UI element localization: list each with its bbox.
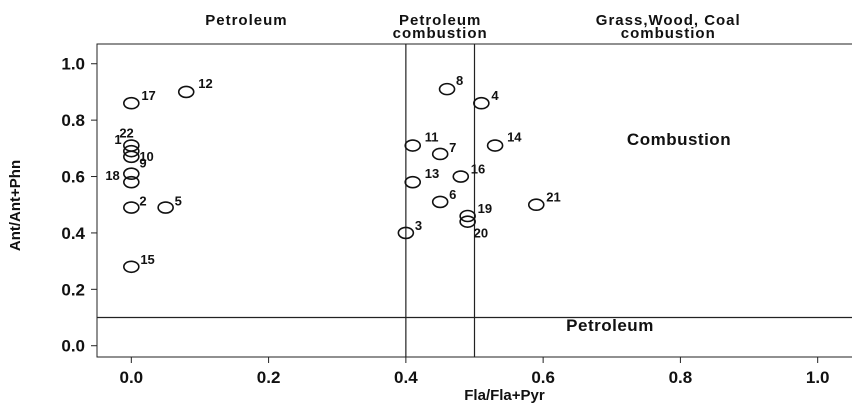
data-point <box>452 170 470 183</box>
data-point <box>157 201 174 214</box>
data-point <box>431 195 449 209</box>
plot-frame <box>96 43 852 358</box>
data-point <box>123 201 140 214</box>
data-point-label: 2 <box>139 194 146 209</box>
data-point-label: 20 <box>474 226 488 241</box>
region-label: combustion <box>393 25 488 42</box>
x-tick-label: 0.4 <box>394 368 418 387</box>
x-tick-label: 1.0 <box>806 368 830 387</box>
data-point-label: 22 <box>119 126 133 141</box>
y-tick-label: 0.2 <box>61 280 85 299</box>
region-labels: Petroleum PetroleumcombustionGrass,Wood, … <box>205 12 741 42</box>
data-point <box>459 215 476 228</box>
data-point-label: 11 <box>425 130 439 145</box>
data-point-label: 18 <box>105 168 119 183</box>
data-point-label: 5 <box>175 194 182 209</box>
y-tick-label: 0.6 <box>61 168 85 187</box>
x-tick-label: 0.0 <box>119 368 143 387</box>
x-axis-title: Fla/Fla+Pyr <box>464 387 545 403</box>
data-point-label: 13 <box>425 166 439 181</box>
data-point-label: 9 <box>139 156 146 171</box>
data-point-label: 16 <box>471 162 485 177</box>
data-point <box>438 82 456 96</box>
data-point-label: 15 <box>140 252 154 267</box>
data-point <box>486 139 504 152</box>
data-point <box>527 198 545 212</box>
data-point <box>473 96 490 110</box>
y-axis-title: Ant/Ant+Phn <box>7 160 24 251</box>
data-point <box>431 147 449 161</box>
data-point-label: 17 <box>141 88 155 103</box>
data-point <box>397 226 415 240</box>
data-point <box>459 209 476 223</box>
data-point <box>123 139 140 152</box>
data-point-label: 4 <box>491 88 499 103</box>
annotation-petroleum: Petroleum <box>566 316 654 335</box>
data-point <box>404 175 422 189</box>
data-point-label: 19 <box>478 201 492 216</box>
data-point-label: 1 <box>114 132 121 147</box>
y-tick-label: 0.8 <box>61 111 85 130</box>
annotations: Combustion Petroleum <box>566 130 731 335</box>
data-point <box>123 96 140 110</box>
data-point-label: 21 <box>546 190 560 205</box>
data-point-label: 14 <box>507 130 522 145</box>
data-point <box>123 144 140 158</box>
data-point-label: 8 <box>456 73 463 88</box>
data-point-label: 12 <box>198 76 212 91</box>
data-point <box>177 85 195 99</box>
data-point <box>404 139 422 152</box>
x-tick-label: 0.2 <box>257 368 281 387</box>
region-label: Petroleum <box>399 12 481 29</box>
data-point <box>123 167 140 181</box>
x-tick-label: 0.6 <box>531 368 555 387</box>
annotation-combustion: Combustion <box>627 130 731 149</box>
y-axis: 0.0 0.2 0.4 0.6 0.8 1.0 <box>61 55 97 356</box>
region-label: Grass,Wood, Coal <box>596 12 741 29</box>
region-label: Petroleum <box>205 12 287 29</box>
y-tick-label: 0.0 <box>61 337 85 356</box>
data-point <box>123 260 140 274</box>
y-tick-label: 0.4 <box>61 224 85 243</box>
data-point-label: 3 <box>415 218 422 233</box>
x-tick-label: 0.8 <box>669 368 693 387</box>
x-axis: 0.0 0.2 0.4 0.6 0.8 1.0 <box>119 357 830 387</box>
y-tick-label: 1.0 <box>61 55 85 74</box>
data-point <box>123 175 140 189</box>
data-point-label: 10 <box>139 149 153 164</box>
reference-lines <box>97 44 852 357</box>
data-point-label: 7 <box>449 140 456 155</box>
region-label: combustion <box>621 25 716 42</box>
data-point-label: 6 <box>449 187 456 202</box>
